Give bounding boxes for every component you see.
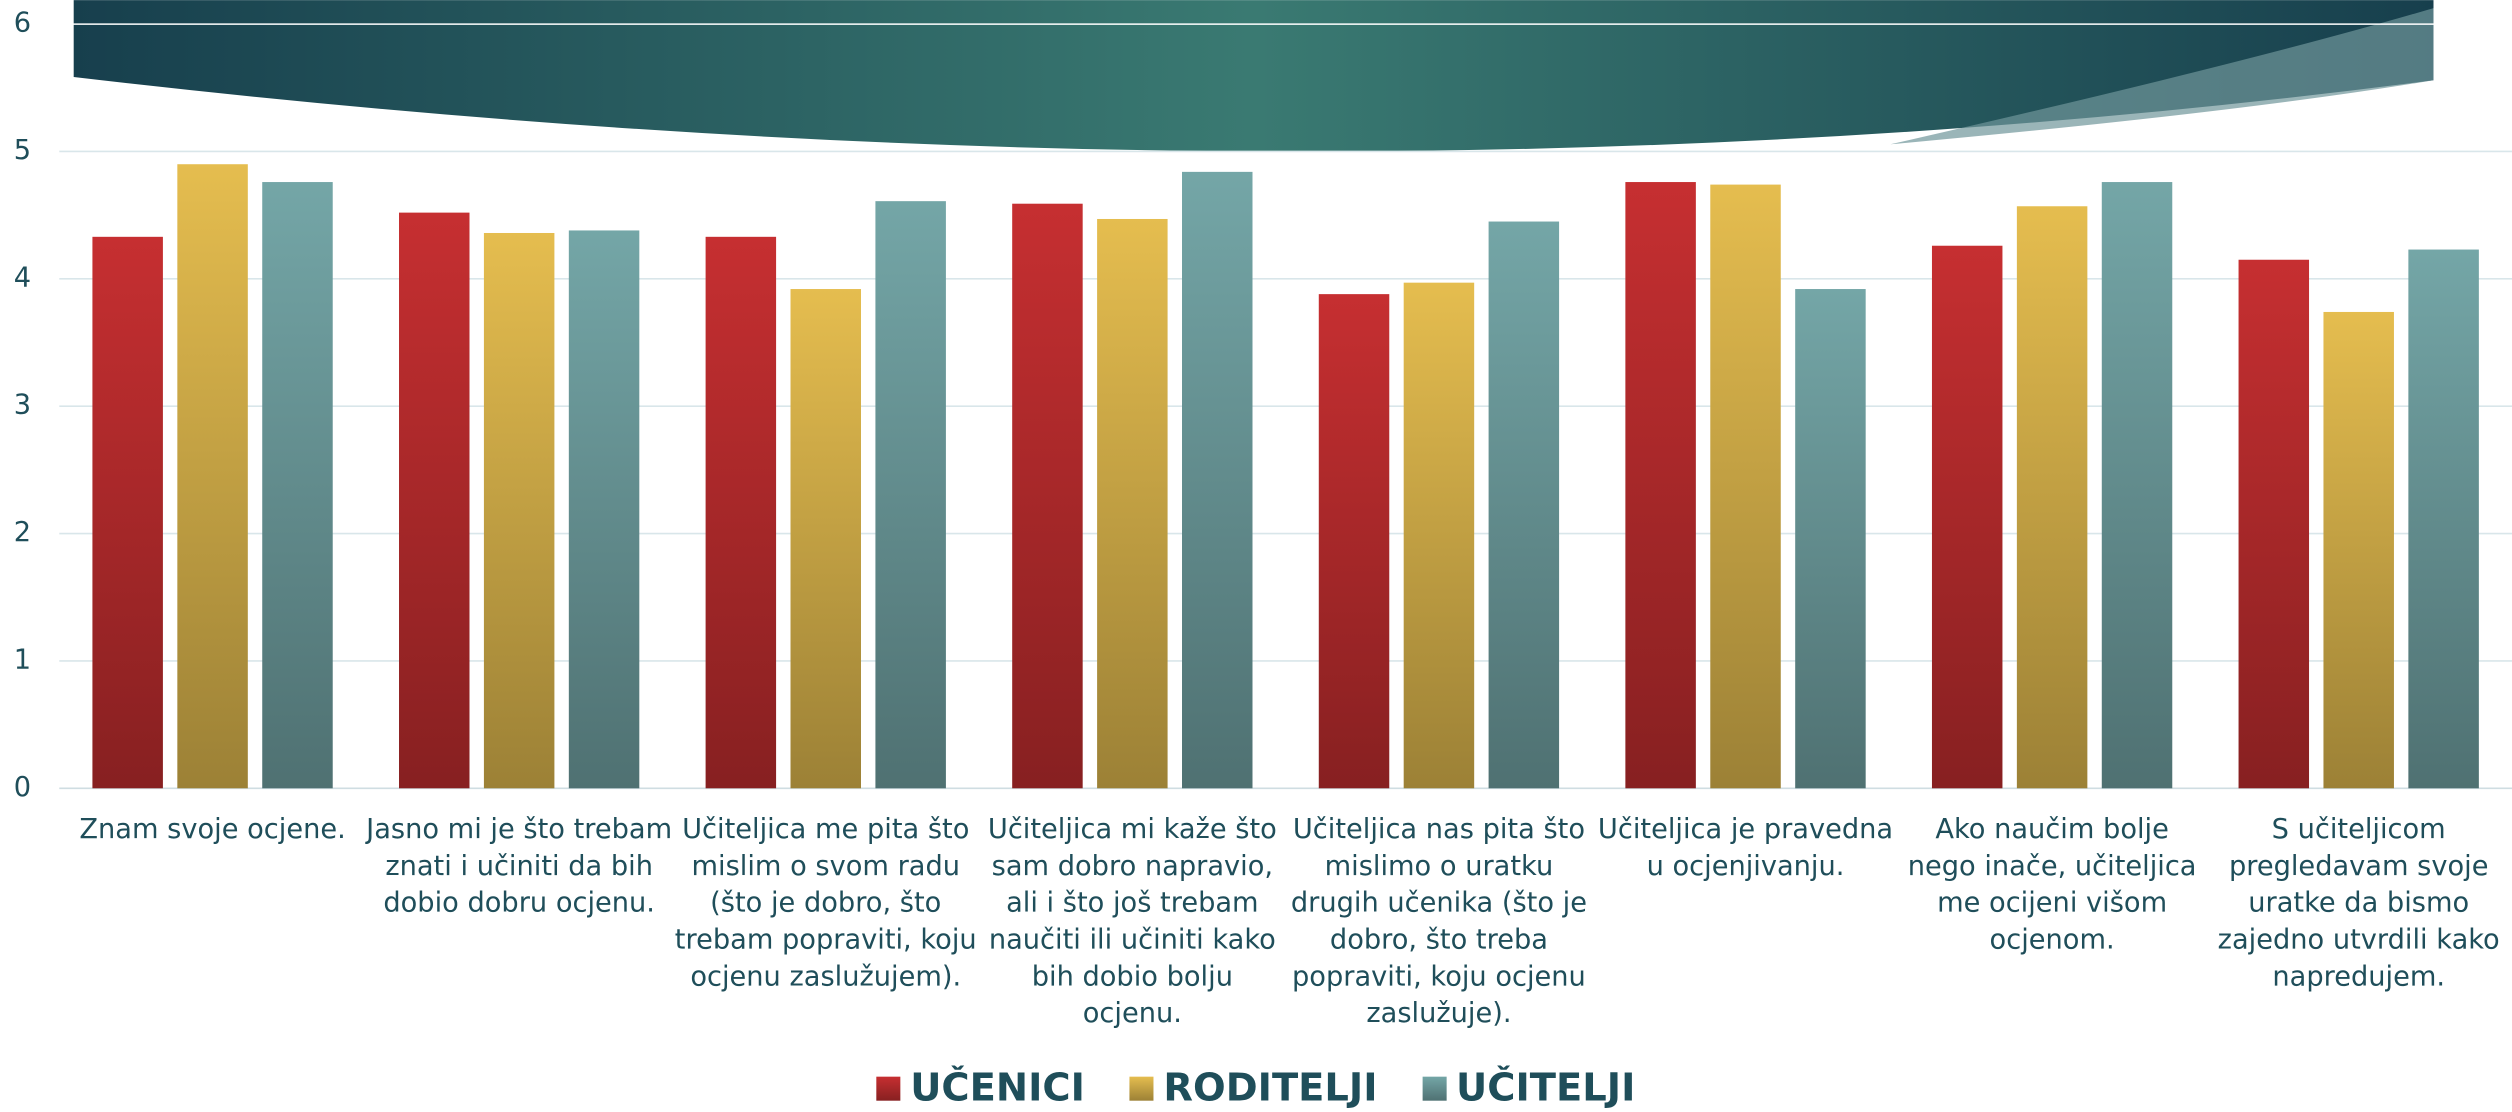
bar [2238,259,2310,789]
legend-item: RODITELJI [1129,1065,1378,1111]
bar [262,182,333,789]
legend-swatch [1422,1076,1447,1101]
legend-box: UČENICI RODITELJI UČITELJI [0,1065,2512,1110]
bar [1625,182,1696,789]
x-tick-label-box: Učiteljica mi kaže što sam dobro napravi… [987,813,1277,1031]
legend-swatch [876,1076,901,1101]
legend-label: RODITELJI [1163,1065,1378,1111]
bar [2408,249,2479,789]
legend-label: UČENICI [910,1065,1085,1111]
bar [705,236,777,789]
legend-swatch [1129,1076,1154,1101]
x-tick-label-box: Jasno mi je što trebam znati i učiniti d… [366,813,673,920]
banner-accent [1890,8,2434,145]
x-tick-label: Učiteljica me pita što mislim o svom rad… [674,813,977,994]
legend-item: UČENICI [876,1065,1085,1111]
bar [2323,311,2394,789]
bar [483,232,555,789]
bar [177,164,248,789]
legend: UČENICI RODITELJI UČITELJI [0,1065,2512,1110]
bar [1931,245,2003,789]
x-tick-label: S učiteljicom pregledavam svoje uratke d… [2217,813,2500,994]
x-tick-label-box: Ako naučim bolje nego inače, učiteljica … [1907,813,2197,957]
bar [790,289,861,789]
x-tick-label: Ako naučim bolje nego inače, učiteljica … [1907,813,2197,957]
bar [1182,171,1253,789]
bar [399,212,470,789]
x-tick-label-box: Učiteljica me pita što mislim o svom rad… [674,813,977,994]
bar [92,236,163,789]
bar [2101,182,2173,789]
bar [1795,289,1866,789]
y-tick-label: 1 [14,644,31,675]
x-tick-label-box: S učiteljicom pregledavam svoje uratke d… [2217,813,2500,994]
x-tick-label: Učiteljica je pravedna u ocjenjivanju. [1597,813,1894,883]
x-tick-label: Učiteljica nas pita što mislimo o uratku… [1290,813,1587,1031]
x-tick-label-box: Učiteljica nas pita što mislimo o uratku… [1290,813,1587,1031]
legend-label: UČITELJI [1456,1065,1636,1111]
bar [1318,294,1390,789]
y-tick-label: 4 [14,262,31,293]
bar [568,230,640,789]
y-tick-label: 5 [14,135,31,166]
bar [1403,282,1475,789]
x-tick-label-box: Znam svoje ocjene. [79,813,346,846]
bar [1710,184,1781,789]
bar [1012,203,1083,789]
x-tick-label: Učiteljica mi kaže što sam dobro napravi… [987,813,1277,1031]
y-tick-label: 2 [14,517,31,548]
y-tick-label: 0 [14,772,31,803]
bar [2016,206,2088,789]
y-tick-label: 6 [14,8,31,39]
bar [1097,218,1168,789]
x-tick-label-box: Učiteljica je pravedna u ocjenjivanju. [1597,813,1894,883]
bar [875,201,946,789]
legend-item: UČITELJI [1422,1065,1635,1110]
bar [1488,221,1560,789]
x-tick-label: Jasno mi je što trebam znati i učiniti d… [366,813,673,920]
banner [73,0,2434,152]
y-tick-label: 3 [14,390,31,421]
x-tick-label: Znam svoje ocjene. [79,813,346,846]
